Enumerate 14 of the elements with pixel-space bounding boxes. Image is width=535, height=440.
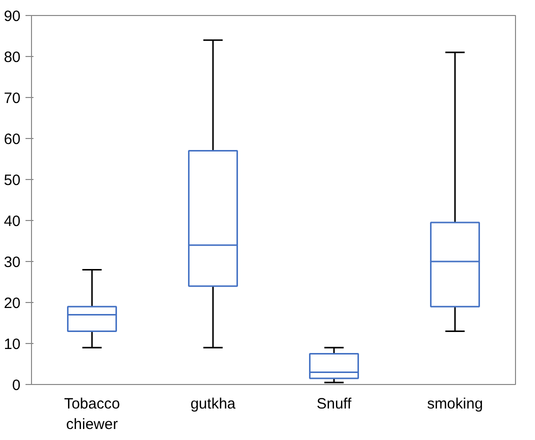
x-tick-label: Tobacco chiewer: [64, 396, 120, 433]
y-tick-label: 70: [4, 90, 21, 107]
y-tick-label: 20: [4, 295, 21, 312]
y-tick-label: 0: [12, 377, 20, 394]
x-tick-label: Snuff: [316, 396, 352, 412]
y-tick-label: 50: [4, 172, 21, 189]
y-tick-label: 40: [4, 213, 21, 230]
y-tick-label: 30: [4, 254, 21, 271]
x-tick-label: smoking: [427, 396, 483, 412]
x-tick-label: gutkha: [190, 396, 236, 412]
y-tick-label: 10: [4, 336, 21, 353]
y-tick-label: 60: [4, 131, 21, 148]
y-tick-label: 90: [4, 8, 21, 25]
y-tick-label: 80: [4, 49, 21, 66]
